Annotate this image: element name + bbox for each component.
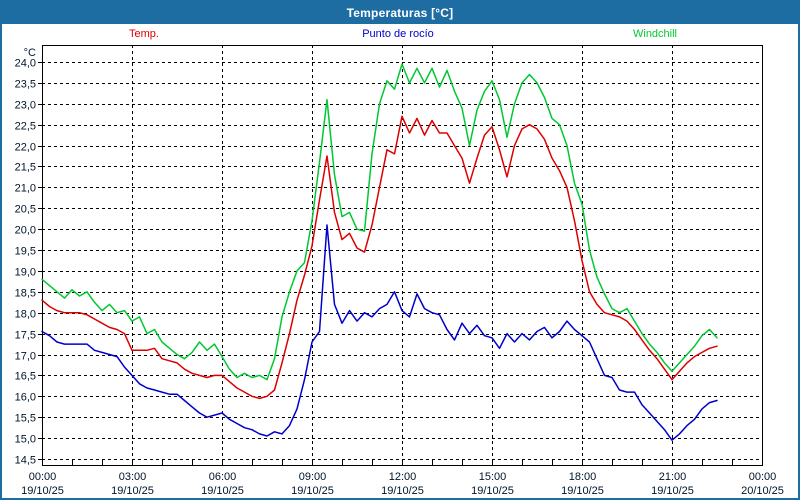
axis-labels: 24,0 23,5 23,0 22,5 22,0 21,5 21,0 20,5 20,0 19,5… <box>15 47 784 497</box>
y-tick-label: 14,5 <box>15 455 36 467</box>
x-tick-time-label: 18:00 <box>569 471 597 483</box>
x-tick-date-label: 19/10/25 <box>561 485 604 497</box>
x-tick-time-label: 06:00 <box>209 471 237 483</box>
x-tick-time-label: 12:00 <box>389 471 417 483</box>
x-tick-date-label: 19/10/25 <box>381 485 424 497</box>
x-tick-date-label: 20/10/25 <box>741 485 784 497</box>
x-tick-date-label: 19/10/25 <box>291 485 334 497</box>
y-tick-label: 19,0 <box>15 267 36 279</box>
y-tick-label: 19,5 <box>15 246 36 258</box>
y-tick-label: 20,5 <box>15 204 36 216</box>
y-tick-label: 21,5 <box>15 162 36 174</box>
legend-temp: Temp. <box>129 28 159 40</box>
legend-windchill: Windchill <box>632 28 678 40</box>
window-title: Temperaturas [°C] <box>346 6 454 20</box>
series-temp <box>41 115 718 400</box>
x-tick-date-label: 19/10/25 <box>201 485 244 497</box>
y-tick-label: 22,5 <box>15 121 36 133</box>
y-axis-unit-label: °C <box>24 47 36 59</box>
y-tick-label: 16,0 <box>15 392 36 404</box>
axes <box>38 45 763 466</box>
grid-lines <box>42 45 763 465</box>
y-tick-label: 15,0 <box>15 434 36 446</box>
series-windchill <box>41 63 718 381</box>
y-tick-label: 20,0 <box>15 225 36 237</box>
y-tick-label: 24,0 <box>15 58 36 70</box>
plot-frame <box>42 45 763 466</box>
x-tick-time-label: 09:00 <box>299 471 327 483</box>
x-tick-date-label: 19/10/25 <box>21 485 64 497</box>
x-tick-date-label: 19/10/25 <box>651 485 694 497</box>
y-tick-label: 23,0 <box>15 100 36 112</box>
y-tick-label: 17,0 <box>15 351 36 363</box>
x-tick-time-label: 03:00 <box>119 471 147 483</box>
legend-dewpoint: Punto de rocío <box>362 28 434 40</box>
y-tick-label: 22,0 <box>15 142 36 154</box>
y-tick-label: 17,5 <box>15 330 36 342</box>
series-dewpoint <box>41 224 718 441</box>
y-tick-label: 16,5 <box>15 371 36 383</box>
y-tick-label: 15,5 <box>15 413 36 425</box>
y-tick-label: 18,5 <box>15 288 36 300</box>
x-tick-date-label: 19/10/25 <box>471 485 514 497</box>
x-tick-time-label: 00:00 <box>749 471 777 483</box>
x-tick-time-label: 00:00 <box>29 471 57 483</box>
y-tick-label: 23,5 <box>15 79 36 91</box>
y-tick-label: 18,0 <box>15 309 36 321</box>
window-titlebar: Temperaturas [°C] <box>2 2 798 24</box>
x-tick-time-label: 15:00 <box>479 471 507 483</box>
x-tick-date-label: 19/10/25 <box>111 485 154 497</box>
y-tick-label: 21,0 <box>15 183 36 195</box>
x-tick-time-label: 21:00 <box>659 471 687 483</box>
